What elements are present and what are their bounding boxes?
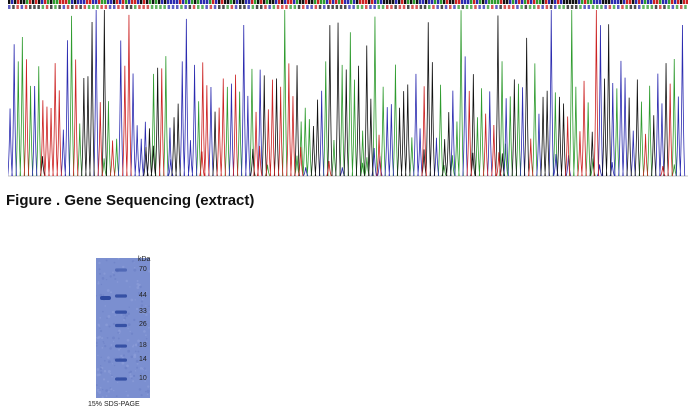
marker-band-33	[115, 310, 127, 314]
marker-band-18	[115, 344, 127, 348]
marker-label-10: 10	[139, 374, 147, 382]
sds-page-gel	[94, 257, 151, 399]
gel-caption: 15% SDS-PAGE	[88, 401, 140, 408]
marker-label-70: 70	[139, 265, 147, 273]
marker-label-18: 18	[139, 341, 147, 349]
sequencing-chromatogram	[8, 0, 688, 177]
gel-unit-label: kDa	[138, 256, 151, 263]
trace-G	[39, 9, 669, 177]
marker-band-10	[115, 377, 127, 381]
trace-A	[15, 9, 677, 177]
trace-T	[23, 9, 673, 177]
marker-band-14	[115, 358, 127, 362]
figure-caption: Figure . Gene Sequencing (extract)	[6, 192, 255, 209]
marker-band-26	[115, 323, 127, 328]
gel-image	[94, 257, 151, 399]
marker-label-14: 14	[139, 355, 147, 363]
base-call-strip	[8, 0, 688, 9]
marker-band-70	[115, 268, 127, 272]
marker-label-26: 26	[139, 320, 147, 328]
sample-band	[100, 296, 111, 301]
marker-label-44: 44	[139, 291, 147, 299]
marker-band-44	[115, 294, 127, 298]
marker-label-33: 33	[139, 307, 147, 315]
gel-background	[96, 258, 150, 398]
